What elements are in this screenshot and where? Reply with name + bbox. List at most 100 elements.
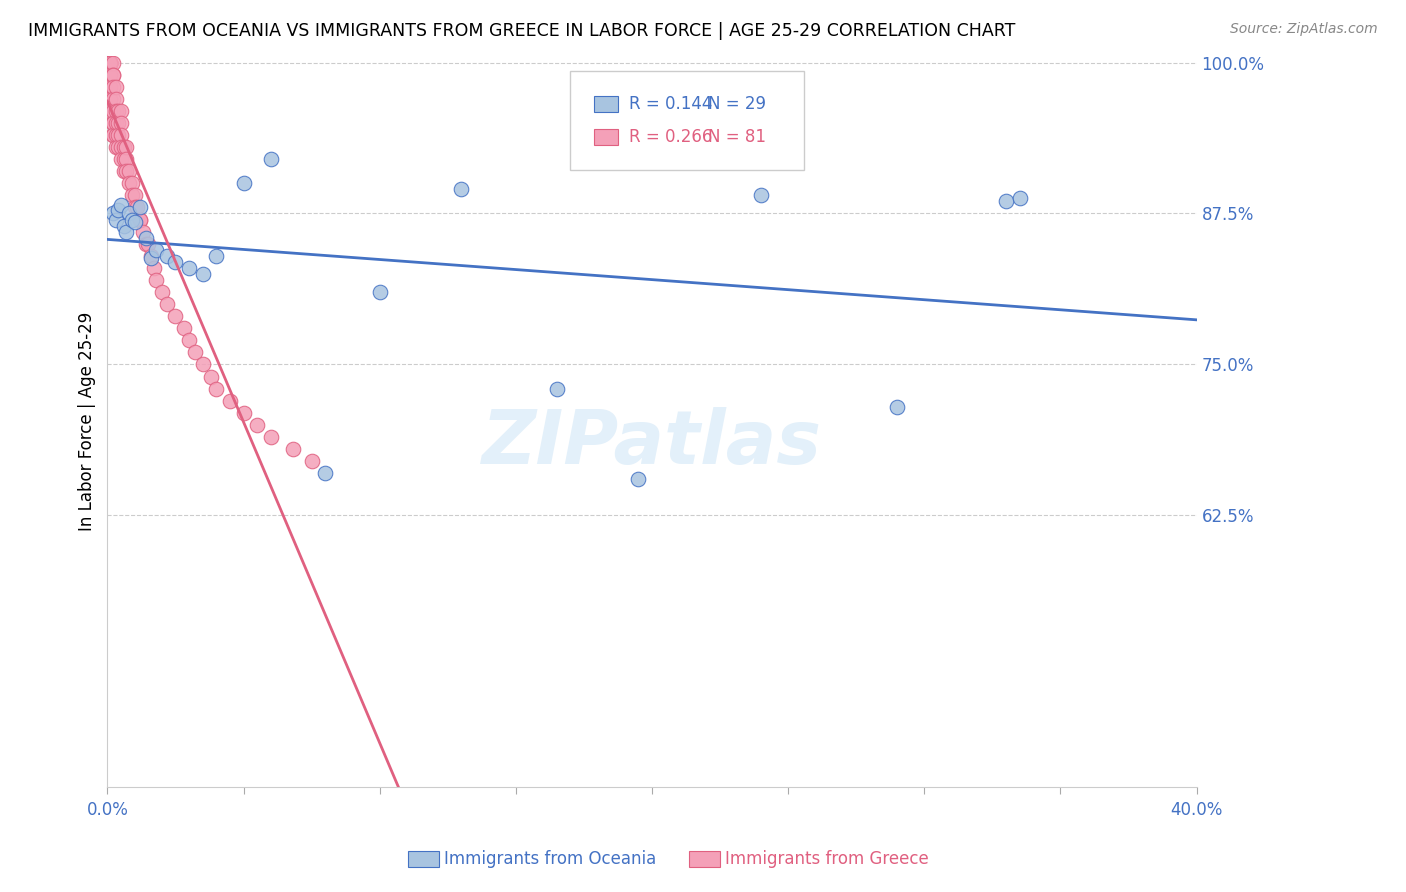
Point — [101, 206, 124, 220]
Point — [112, 152, 135, 166]
Point — [281, 442, 304, 456]
Point — [104, 103, 127, 118]
Point — [183, 345, 205, 359]
Point — [101, 116, 124, 130]
Point — [115, 164, 138, 178]
Point — [101, 92, 124, 106]
Text: ZIPatlas: ZIPatlas — [482, 408, 823, 480]
Point — [110, 116, 132, 130]
Point — [101, 103, 124, 118]
Point — [177, 260, 200, 275]
Point — [101, 68, 124, 82]
Point — [98, 68, 121, 82]
Point — [205, 382, 228, 396]
Point — [145, 243, 167, 257]
Point — [205, 249, 228, 263]
Text: R = 0.266: R = 0.266 — [628, 128, 713, 145]
Point — [101, 128, 124, 142]
Point — [115, 152, 138, 166]
Point — [101, 68, 124, 82]
Point — [124, 201, 146, 215]
Point — [98, 68, 121, 82]
Point — [886, 400, 908, 414]
Point — [301, 454, 323, 468]
Point — [107, 116, 129, 130]
Point — [994, 194, 1017, 209]
Point — [627, 472, 650, 486]
Point — [260, 152, 283, 166]
Point — [118, 206, 141, 220]
Point — [191, 267, 214, 281]
Point — [134, 230, 156, 244]
Point — [112, 164, 135, 178]
Point — [98, 55, 121, 70]
Point — [139, 249, 162, 263]
Point — [1008, 191, 1031, 205]
Point — [110, 103, 132, 118]
Point — [260, 430, 283, 444]
Point — [104, 79, 127, 94]
Point — [165, 309, 187, 323]
Point — [145, 273, 167, 287]
Point — [98, 55, 121, 70]
Point — [98, 55, 121, 70]
Point — [115, 140, 138, 154]
Point — [98, 55, 121, 70]
Point — [132, 225, 155, 239]
Point — [107, 202, 129, 217]
Point — [98, 55, 121, 70]
Point — [107, 103, 129, 118]
Point — [112, 219, 135, 233]
Point — [98, 79, 121, 94]
Point — [134, 236, 156, 251]
Point — [139, 251, 162, 265]
Point — [129, 201, 152, 215]
Point — [98, 55, 121, 70]
Point — [368, 285, 391, 299]
Point — [98, 55, 121, 70]
Point — [142, 260, 165, 275]
Point — [165, 254, 187, 268]
Text: N = 29: N = 29 — [707, 95, 765, 113]
Point — [156, 297, 179, 311]
Point — [110, 140, 132, 154]
Point — [101, 116, 124, 130]
Point — [121, 176, 143, 190]
Point — [118, 164, 141, 178]
Point — [104, 128, 127, 142]
Point — [546, 382, 568, 396]
Point — [115, 225, 138, 239]
Point — [129, 212, 152, 227]
Point — [101, 55, 124, 70]
Point — [104, 116, 127, 130]
Point — [177, 333, 200, 347]
Point — [104, 140, 127, 154]
Point — [98, 55, 121, 70]
Point — [98, 55, 121, 70]
Point — [150, 285, 173, 299]
Text: Source: ZipAtlas.com: Source: ZipAtlas.com — [1230, 22, 1378, 37]
Point — [136, 236, 159, 251]
Point — [112, 140, 135, 154]
Point — [98, 55, 121, 70]
Point — [121, 188, 143, 202]
Point — [110, 152, 132, 166]
Point — [98, 55, 121, 70]
Text: IMMIGRANTS FROM OCEANIA VS IMMIGRANTS FROM GREECE IN LABOR FORCE | AGE 25-29 COR: IMMIGRANTS FROM OCEANIA VS IMMIGRANTS FR… — [28, 22, 1015, 40]
Point — [124, 215, 146, 229]
Point — [127, 201, 149, 215]
Point — [98, 92, 121, 106]
Point — [110, 128, 132, 142]
FancyBboxPatch shape — [571, 71, 804, 169]
Point — [101, 128, 124, 142]
Point — [219, 393, 242, 408]
Text: Immigrants from Greece: Immigrants from Greece — [725, 850, 929, 868]
Point — [200, 369, 222, 384]
Point — [98, 103, 121, 118]
Text: R = 0.144: R = 0.144 — [628, 95, 713, 113]
Point — [191, 358, 214, 372]
Point — [107, 140, 129, 154]
Y-axis label: In Labor Force | Age 25-29: In Labor Force | Age 25-29 — [79, 312, 96, 532]
Point — [107, 128, 129, 142]
Point — [749, 188, 772, 202]
